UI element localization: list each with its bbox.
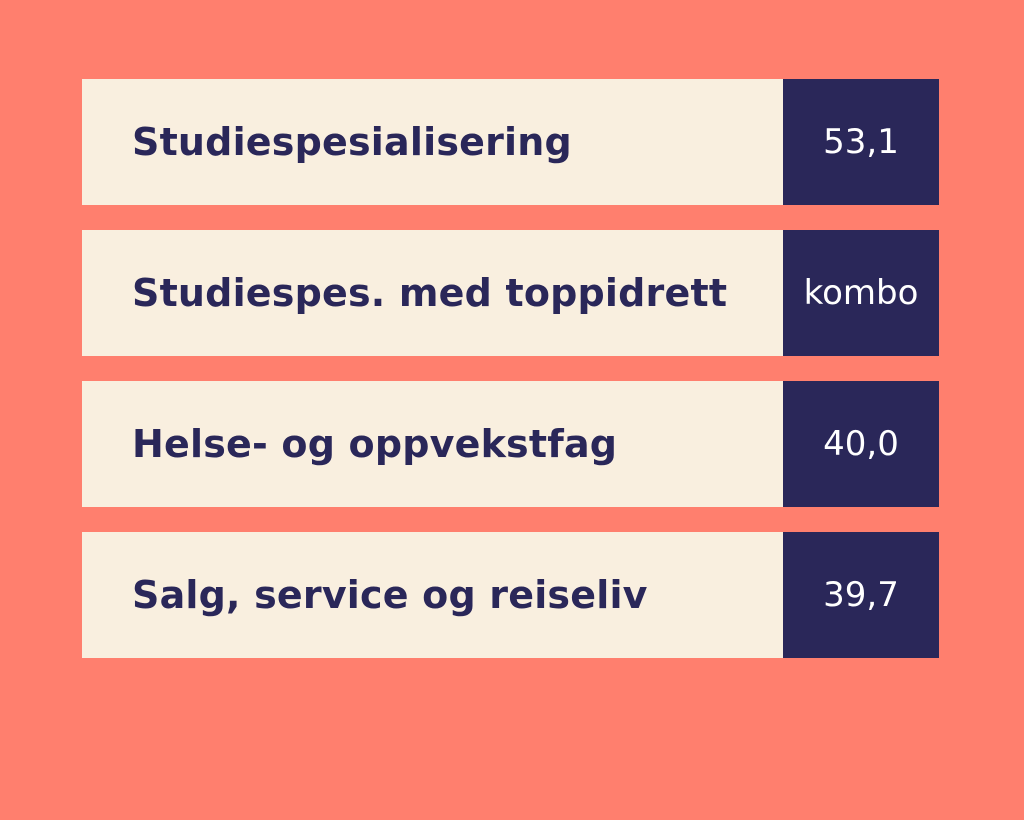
list-item: Studiespesialisering 53,1: [82, 79, 939, 205]
program-label: Salg, service og reiseliv: [82, 532, 783, 658]
program-label: Studiespesialisering: [82, 79, 783, 205]
program-label: Helse- og oppvekstfag: [82, 381, 783, 507]
list-item: Salg, service og reiseliv 39,7: [82, 532, 939, 658]
list-item: Helse- og oppvekstfag 40,0: [82, 381, 939, 507]
score-value: 53,1: [783, 79, 939, 205]
score-list: Studiespesialisering 53,1 Studiespes. me…: [82, 79, 939, 683]
program-label: Studiespes. med toppidrett: [82, 230, 783, 356]
score-value: 39,7: [783, 532, 939, 658]
list-item: Studiespes. med toppidrett kombo: [82, 230, 939, 356]
score-value: kombo: [783, 230, 939, 356]
score-value: 40,0: [783, 381, 939, 507]
